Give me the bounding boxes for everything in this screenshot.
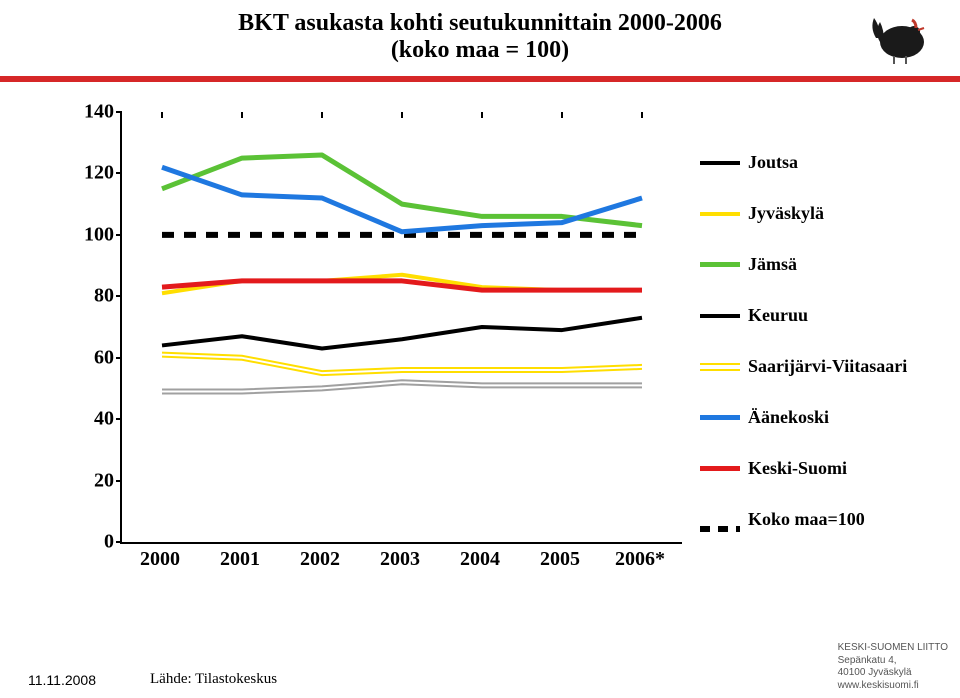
y-tick-label: 0 [60, 531, 114, 554]
legend-label: Keski-Suomi [748, 458, 847, 479]
x-tick-mark [161, 112, 163, 118]
y-tick-label: 60 [60, 346, 114, 369]
footer-org-2: Sepänkatu 4, [838, 655, 948, 668]
chart-title: BKT asukasta kohti seutukunnittain 2000-… [0, 0, 960, 64]
legend-label: Saarijärvi-Viitasaari [748, 356, 907, 377]
legend-swatch [700, 161, 740, 165]
legend-label: Joutsa [748, 152, 798, 173]
chart-container: 020406080100120140 200020012002200320042… [60, 112, 920, 602]
legend-item: Saarijärvi-Viitasaari [700, 356, 930, 377]
x-tick-label: 2004 [460, 548, 500, 571]
legend-item: Koko maa=100 [700, 509, 930, 530]
x-tick-mark [561, 112, 563, 118]
footer-org-3: 40100 Jyväskylä [838, 667, 948, 680]
x-tick-mark [401, 112, 403, 118]
x-tick-mark [241, 112, 243, 118]
legend-swatch [700, 466, 740, 471]
footer-org-1: KESKI-SUOMEN LIITTO [838, 642, 948, 655]
legend-item: Äänekoski [700, 407, 930, 428]
y-tick-mark [116, 295, 122, 297]
legend-swatch [700, 314, 740, 318]
red-divider [0, 76, 960, 82]
y-tick-label: 100 [60, 223, 114, 246]
x-tick-label: 2006* [615, 548, 665, 571]
legend-swatch [700, 212, 740, 216]
y-tick-label: 20 [60, 469, 114, 492]
footer-org: KESKI-SUOMEN LIITTO Sepänkatu 4, 40100 J… [838, 642, 948, 692]
legend-label: Jyväskylä [748, 203, 824, 224]
legend-swatch [700, 363, 740, 371]
y-tick-label: 120 [60, 162, 114, 185]
x-tick-label: 2005 [540, 548, 580, 571]
x-tick-mark [321, 112, 323, 118]
chart-lines [122, 112, 682, 542]
footer-org-4: www.keskisuomi.fi [838, 680, 948, 693]
y-tick-mark [116, 418, 122, 420]
legend-label: Jämsä [748, 254, 797, 275]
legend-item: Jämsä [700, 254, 930, 275]
bird-logo-icon [866, 8, 938, 73]
legend-item: Joutsa [700, 152, 930, 173]
y-tick-mark [116, 480, 122, 482]
x-tick-label: 2003 [380, 548, 420, 571]
x-tick-mark [481, 112, 483, 118]
y-tick-mark [116, 234, 122, 236]
y-tick-label: 140 [60, 101, 114, 124]
x-tick-mark [641, 112, 643, 118]
x-tick-label: 2001 [220, 548, 260, 571]
legend-swatch [700, 415, 740, 420]
legend-item: Jyväskylä [700, 203, 930, 224]
legend-label: Äänekoski [748, 407, 829, 428]
x-axis-ticks: 2000 2001 2002 2003 2004 2005 2006* [120, 542, 680, 582]
legend-label: Keuruu [748, 305, 808, 326]
y-tick-label: 40 [60, 408, 114, 431]
x-tick-label: 2000 [140, 548, 180, 571]
footer-source: Lähde: Tilastokeskus [150, 671, 277, 688]
x-tick-label: 2002 [300, 548, 340, 571]
plot-area [120, 112, 682, 544]
y-axis-ticks: 020406080100120140 [60, 112, 120, 542]
y-tick-mark [116, 357, 122, 359]
legend-item: Keski-Suomi [700, 458, 930, 479]
y-tick-mark [116, 172, 122, 174]
chart-legend: Joutsa Jyväskylä Jämsä Keuruu Saarijärvi-Vii… [700, 152, 930, 560]
title-line1: BKT asukasta kohti seutukunnittain 2000-… [0, 10, 960, 37]
title-line2: (koko maa = 100) [0, 37, 960, 64]
legend-label: Koko maa=100 [748, 509, 865, 530]
legend-item: Keuruu [700, 305, 930, 326]
legend-swatch [700, 262, 740, 267]
footer-date: 11.11.2008 [28, 672, 96, 688]
y-tick-label: 80 [60, 285, 114, 308]
y-tick-mark [116, 111, 122, 113]
